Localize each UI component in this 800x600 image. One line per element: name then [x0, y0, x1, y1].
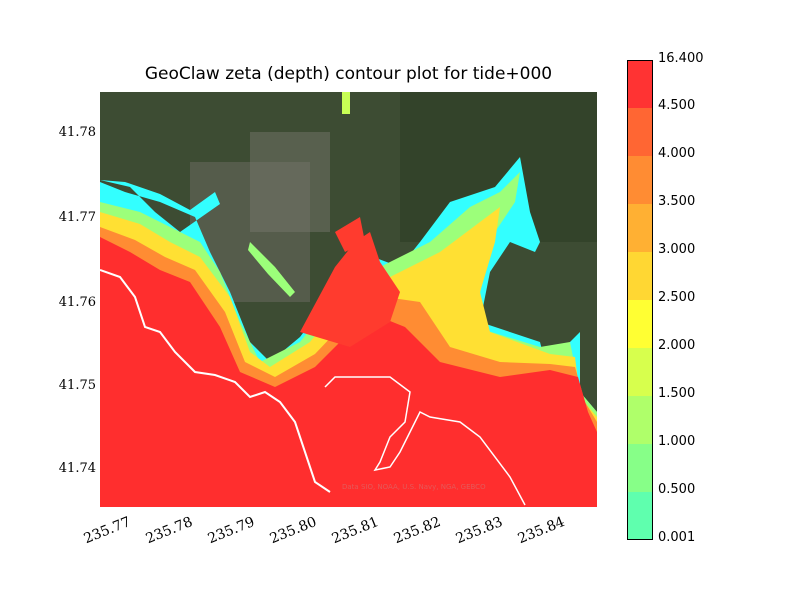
colorbar-segment — [627, 252, 653, 300]
y-tick-label: 41.74 — [58, 461, 96, 476]
depth-band-red — [100, 237, 597, 507]
colorbar-label: 16.400 — [658, 51, 704, 66]
colorbar-segment — [627, 156, 653, 204]
colorbar-segment — [627, 348, 653, 396]
depth-band-red-bay — [300, 232, 400, 347]
x-tick-label: 235.77 — [81, 514, 133, 548]
colorbar-label: 2.500 — [658, 290, 696, 305]
map-data-credit: Data SIO, NOAA, U.S. Navy, NGA, GEBCO — [342, 483, 486, 491]
colorbar-label: 0.500 — [658, 482, 696, 497]
x-tick-label: 235.78 — [143, 514, 195, 548]
depth-band-green-north — [342, 92, 350, 114]
colorbar-segment — [627, 108, 653, 156]
colorbar-label: 0.001 — [658, 530, 696, 545]
x-tick-label: 235.84 — [515, 514, 567, 548]
colorbar-segment — [627, 204, 653, 252]
colorbar-segment — [627, 492, 653, 540]
colorbar — [627, 60, 653, 540]
y-tick-label: 41.77 — [58, 210, 96, 225]
coastline — [100, 269, 331, 493]
x-tick-label: 235.82 — [391, 514, 443, 548]
colorbar-label: 1.500 — [658, 386, 696, 401]
y-tick-label: 41.76 — [58, 295, 96, 310]
colorbar-label: 3.500 — [658, 194, 696, 209]
map-plot-area — [100, 92, 597, 507]
colorbar-label: 4.000 — [658, 146, 696, 161]
colorbar-label: 1.000 — [658, 434, 696, 449]
x-tick-label: 235.83 — [453, 514, 505, 548]
plot-title: GeoClaw zeta (depth) contour plot for ti… — [144, 64, 553, 84]
colorbar-segment — [627, 396, 653, 444]
y-tick-label: 41.75 — [58, 378, 96, 393]
town-area-north — [250, 132, 330, 232]
x-tick-label: 235.81 — [329, 514, 381, 548]
colorbar-segment — [627, 444, 653, 492]
colorbar-segment — [627, 60, 653, 108]
colorbar-label: 2.000 — [658, 338, 696, 353]
colorbar-label: 4.500 — [658, 98, 696, 113]
harbor-breakwater — [324, 376, 526, 506]
y-tick-label: 41.78 — [58, 125, 96, 140]
colorbar-label: 3.000 — [658, 242, 696, 257]
x-tick-label: 235.80 — [267, 514, 319, 548]
colorbar-segments — [627, 60, 653, 540]
depth-band-red-inlet — [335, 217, 365, 252]
colorbar-segment — [627, 300, 653, 348]
x-tick-label: 235.79 — [205, 514, 257, 548]
depth-band-green-channel — [248, 242, 295, 297]
